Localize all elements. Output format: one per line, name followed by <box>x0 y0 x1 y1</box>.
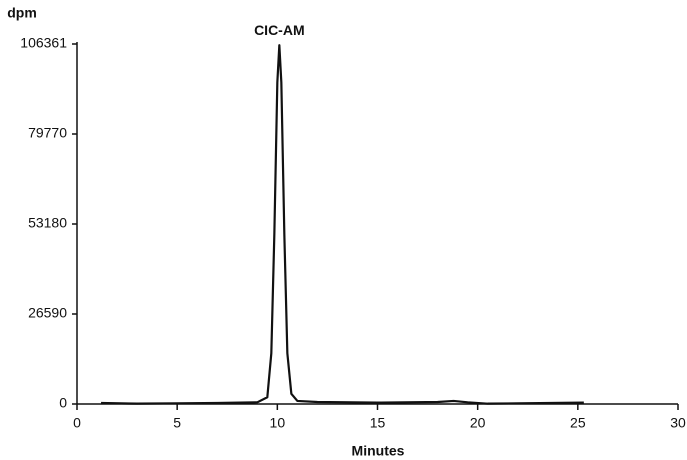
x-axis-label: Minutes <box>352 443 405 459</box>
x-tick-label: 10 <box>270 415 286 431</box>
x-tick-label: 0 <box>73 415 81 431</box>
y-tick-label: 53180 <box>28 215 67 231</box>
x-tick-label: 20 <box>470 415 486 431</box>
y-tick-label: 26590 <box>28 305 67 321</box>
x-tick-label: 15 <box>370 415 386 431</box>
y-tick-label: 79770 <box>28 125 67 141</box>
y-tick-label: 106361 <box>20 35 67 51</box>
annotation: CIC-AM <box>254 22 305 38</box>
x-tick-label: 30 <box>670 415 686 431</box>
x-tick-label: 5 <box>173 415 181 431</box>
x-tick-label: 25 <box>570 415 586 431</box>
y-tick-label: 0 <box>59 395 67 411</box>
y-axis-label: dpm <box>7 5 37 21</box>
data-line <box>101 44 584 405</box>
